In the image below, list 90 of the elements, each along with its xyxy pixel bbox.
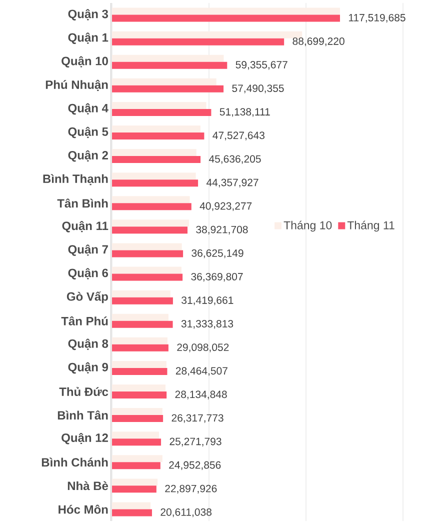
data-label: 22,897,926 <box>165 484 217 494</box>
legend-label: Tháng 10 <box>284 220 332 232</box>
y-tick-label: Bình Thạnh <box>43 174 108 186</box>
bar <box>112 54 224 62</box>
bar <box>112 226 188 234</box>
bar <box>112 250 184 258</box>
bar <box>112 290 170 298</box>
y-tick-label: Quận 9 <box>68 362 108 374</box>
data-label: 28,134,848 <box>175 390 227 400</box>
legend-label: Tháng 11 <box>347 220 394 232</box>
data-label: 31,333,813 <box>181 320 234 329</box>
data-label: 31,419,661 <box>182 296 234 306</box>
data-label: 28,464,507 <box>176 367 228 376</box>
bar <box>112 297 173 304</box>
bar <box>112 85 224 92</box>
bar <box>112 62 228 69</box>
bar <box>112 432 159 439</box>
bar <box>112 486 156 493</box>
y-tick-label: Quận 7 <box>68 244 108 256</box>
bar <box>112 38 284 46</box>
y-tick-label: Bình Tân <box>58 410 108 420</box>
bar <box>112 384 166 392</box>
y-tick-label: Quận 4 <box>68 103 108 115</box>
bar <box>112 108 212 116</box>
y-tick-label: Gò Vấp <box>66 291 108 304</box>
bar <box>112 126 200 132</box>
bar <box>112 266 182 274</box>
bar <box>112 438 162 446</box>
bar <box>112 344 168 352</box>
bar <box>112 502 151 510</box>
data-label: 36,625,149 <box>192 249 244 258</box>
bar <box>112 180 198 187</box>
y-tick-label: Phú Nhuận <box>46 80 108 91</box>
y-tick-label: Quận 3 <box>68 9 108 20</box>
bar <box>112 368 168 375</box>
bar <box>112 78 216 86</box>
bar <box>112 415 164 422</box>
y-tick-label: Nhà Bè <box>68 481 108 490</box>
y-tick-label: Thủ Đức <box>59 386 108 396</box>
y-tick-label: Quận 5 <box>68 126 108 138</box>
bar <box>112 274 183 281</box>
bar <box>112 455 162 462</box>
data-label: 36,369,807 <box>191 272 243 282</box>
y-tick-label: Tân Bình <box>57 198 108 208</box>
data-label: 45,636,205 <box>208 155 261 164</box>
bar <box>112 156 201 164</box>
bar <box>112 392 167 399</box>
bar <box>112 408 162 416</box>
data-label: 24,952,856 <box>169 461 221 470</box>
bar <box>112 243 182 250</box>
data-label: 40,923,277 <box>200 202 252 211</box>
bar <box>112 132 204 140</box>
bar <box>112 509 152 516</box>
y-tick-label: Hóc Môn <box>58 504 108 514</box>
bar <box>112 314 168 321</box>
data-label: 47,527,643 <box>212 132 264 140</box>
data-label: 88,699,220 <box>292 37 344 46</box>
bar <box>112 337 168 344</box>
y-tick-label: Quận 11 <box>62 221 108 232</box>
data-label: 57,490,355 <box>232 84 284 94</box>
y-tick-label: Quận 8 <box>68 338 108 350</box>
data-label: 20,611,038 <box>160 508 212 518</box>
data-label: 51,138,111 <box>220 108 270 117</box>
bar <box>112 31 302 38</box>
data-label: 38,921,708 <box>196 226 248 235</box>
bar <box>112 360 167 368</box>
y-tick-label: Quận 10 <box>62 56 108 68</box>
bar <box>112 320 173 328</box>
bar <box>112 149 196 156</box>
y-tick-label: Bình Chánh <box>42 458 108 467</box>
bar <box>112 203 192 210</box>
y-tick-label: Quận 2 <box>68 150 108 162</box>
data-label: 26,317,773 <box>172 414 224 423</box>
bar <box>112 8 340 15</box>
bar <box>112 172 196 180</box>
data-label: 44,357,927 <box>206 178 258 188</box>
bar <box>112 196 190 204</box>
data-label: 29,098,052 <box>177 344 229 352</box>
bar <box>112 14 340 22</box>
data-label: 59,355,677 <box>236 61 288 70</box>
y-tick-label: Quận 6 <box>68 268 108 280</box>
y-tick-label: Tân Phú <box>61 316 108 326</box>
data-label: 117,519,685 <box>348 14 406 23</box>
y-tick-label: Quận 1 <box>68 32 108 44</box>
bar <box>112 462 160 470</box>
data-label: 25,271,793 <box>170 438 222 446</box>
bar <box>112 102 206 109</box>
y-tick-label: Quận 12 <box>62 432 108 444</box>
bar <box>112 478 158 486</box>
bar <box>112 220 190 227</box>
